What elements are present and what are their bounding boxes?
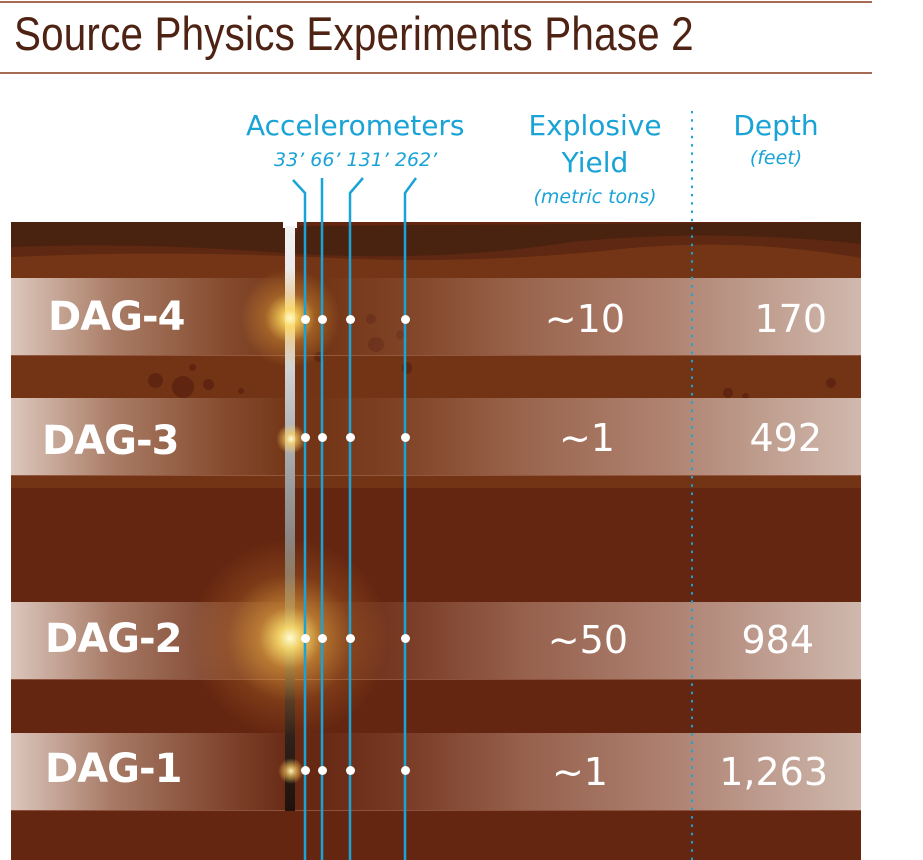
- accelerometer-dot: [401, 315, 410, 324]
- depth-value-dag-4: 170: [754, 297, 827, 341]
- accelerometer-dot: [301, 433, 310, 442]
- depth-value-dag-3: 492: [749, 416, 822, 460]
- band-dag-2: [11, 602, 861, 679]
- accelerometer-dot: [318, 766, 327, 775]
- accelerometer-dot: [346, 766, 355, 775]
- accelerometer-dot: [318, 315, 327, 324]
- experiment-label-dag-3: DAG-3: [42, 418, 179, 464]
- borehole: [285, 226, 295, 811]
- depth-header: Depth: [733, 109, 819, 142]
- accelerometer-dot: [318, 634, 327, 643]
- pebble: [148, 373, 163, 388]
- pebble: [402, 362, 412, 374]
- experiment-label-dag-2: DAG-2: [45, 616, 182, 662]
- band-dag-1: [11, 733, 861, 810]
- band-divider: [11, 355, 861, 356]
- band-divider: [11, 475, 861, 476]
- yield-value-dag-3: ~1: [558, 416, 615, 460]
- yield-header-line1: Explosive: [528, 109, 662, 142]
- yield-value-dag-1: ~1: [551, 750, 608, 794]
- band-dag-4: [11, 278, 861, 355]
- depth-value-dag-2: 984: [741, 618, 814, 662]
- accelerometer-dot: [346, 315, 355, 324]
- yield-value-dag-4: ~10: [544, 297, 625, 341]
- pebble: [723, 388, 733, 398]
- accelerometer-dot: [318, 433, 327, 442]
- yield-header-line2: Yield: [561, 146, 629, 179]
- accelerometer-dot: [346, 433, 355, 442]
- accelerometer-dot: [346, 634, 355, 643]
- page-title: Source Physics Experiments Phase 2: [14, 7, 694, 60]
- depth-value-dag-1: 1,263: [719, 750, 828, 794]
- accelerometer-distances: 33’ 66’ 131’ 262’: [274, 149, 438, 171]
- depth-unit: (feet): [749, 147, 803, 169]
- band-dag-3: [11, 398, 861, 475]
- band-divider: [11, 810, 861, 811]
- band-divider: [11, 679, 861, 680]
- yield-value-dag-2: ~50: [547, 618, 628, 662]
- experiment-label-dag-1: DAG-1: [45, 746, 182, 792]
- pebble: [203, 379, 214, 390]
- ground-cross-section: [11, 222, 861, 860]
- surface-layers-graphic: [11, 222, 861, 282]
- accelerometer-dot: [301, 766, 310, 775]
- accelerometer-dot: [301, 315, 310, 324]
- accelerometers-header: Accelerometers: [246, 109, 465, 142]
- accelerometer-dot: [301, 634, 310, 643]
- pebble: [172, 376, 194, 398]
- yield-unit: (metric tons): [533, 186, 657, 208]
- pebble: [742, 393, 749, 400]
- experiment-label-dag-4: DAG-4: [48, 294, 185, 340]
- accelerometer-dot: [401, 766, 410, 775]
- title-rule-top: [0, 1, 872, 3]
- pebble: [189, 364, 196, 371]
- title-rule-bottom: [0, 72, 872, 74]
- pebble: [826, 378, 836, 388]
- accelerometer-dot: [401, 433, 410, 442]
- accelerometer-dot: [401, 634, 410, 643]
- column-divider: [691, 108, 693, 860]
- pebble: [238, 388, 244, 394]
